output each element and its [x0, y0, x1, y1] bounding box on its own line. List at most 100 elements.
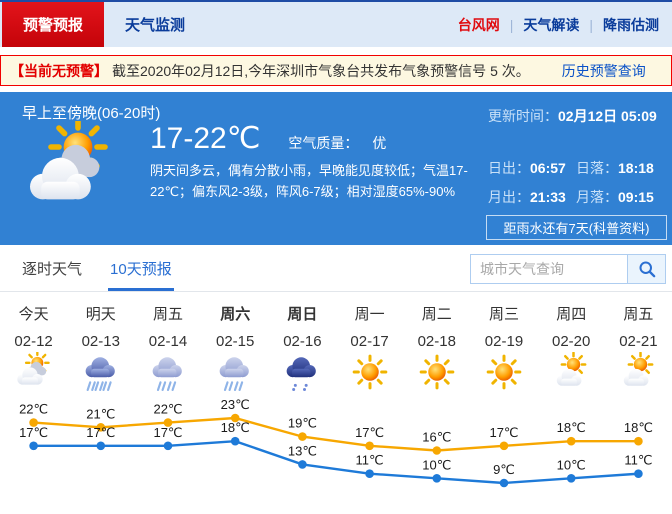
- svg-text:19℃: 19℃: [288, 416, 317, 431]
- svg-text:21℃: 21℃: [86, 406, 115, 421]
- svg-text:22℃: 22℃: [19, 402, 48, 417]
- forecast-day-column: 今天 02-12: [0, 292, 67, 395]
- moonset-time: 09:15: [618, 189, 654, 205]
- svg-text:18℃: 18℃: [557, 420, 586, 435]
- svg-text:11℃: 11℃: [356, 453, 384, 468]
- city-weather-search: [470, 254, 666, 284]
- weather-description: 阴天间多云，偶有分散小雨，早晚能见度较低；气温17-22℃；偏东风2-3级，阵风…: [150, 163, 468, 200]
- tab-weather-monitor[interactable]: 天气监测: [125, 17, 186, 34]
- astro-info: 更新时间：02月12日 05:09 日出：06:57 日落：18:18 月出：2…: [488, 106, 667, 207]
- date-label: 02-15: [216, 333, 255, 350]
- partly-cloudy-icon: [0, 352, 67, 392]
- moonrise-label: 月出：: [488, 189, 530, 205]
- date-label: 02-16: [283, 333, 322, 350]
- svg-text:17℃: 17℃: [86, 425, 115, 440]
- date-label: 02-19: [484, 333, 524, 350]
- sunset-time: 18:18: [618, 160, 654, 176]
- day-label: 周日: [287, 306, 318, 323]
- forecast-period-title: 早上至傍晚(06-20时): [22, 105, 161, 122]
- forecast-day-column: 周五 02-14: [134, 292, 201, 395]
- temperature-chart: 22℃ 21℃ 22℃ 23℃ 19℃ 17℃ 16℃ 17℃ 18℃ 18℃ 17℃ 17℃ 17℃ 1…: [19, 397, 653, 488]
- moonset-label: 月落：: [576, 189, 618, 205]
- svg-text:9℃: 9℃: [493, 462, 515, 477]
- svg-text:16℃: 16℃: [422, 430, 451, 445]
- day-label: 周二: [421, 306, 452, 323]
- sunrise-time: 06:57: [530, 160, 566, 176]
- forecast-grid: 今天 02-12 明天 02-13 周五 02-14 周六 02-15 周日 02-16 周一 02-…: [0, 292, 672, 395]
- svg-text:23℃: 23℃: [221, 397, 250, 412]
- date-label: 02-20: [552, 333, 591, 350]
- link-typhoon-net[interactable]: 台风网: [457, 16, 500, 33]
- light-rain-icon: [269, 352, 336, 392]
- day-label: 周五: [623, 306, 654, 323]
- separator: |: [509, 16, 514, 33]
- sunny-icon: [470, 352, 537, 392]
- link-weather-interpretation[interactable]: 天气解读: [523, 16, 580, 33]
- partly-cloudy-icon: [22, 117, 118, 217]
- date-label: 02-14: [148, 333, 188, 350]
- tab-ten-day-forecast[interactable]: 10天预报: [108, 245, 174, 291]
- svg-text:10℃: 10℃: [557, 457, 586, 472]
- svg-text:22℃: 22℃: [153, 402, 182, 417]
- forecast-day-column: 周三 02-19: [470, 292, 537, 395]
- forecast-day-column: 周六 02-15: [202, 292, 269, 395]
- date-label: 02-17: [350, 333, 389, 350]
- current-summary: 17-22℃ 空气质量： 优 阴天间多云，偶有分散小雨，早晚能见度较低；气温17…: [150, 122, 488, 202]
- date-label: 02-13: [81, 333, 120, 350]
- svg-text:17℃: 17℃: [19, 425, 48, 440]
- forecast-day-column: 明天 02-13: [67, 292, 134, 395]
- forecast-day-column: 周二 02-18: [403, 292, 470, 395]
- tab-hourly-weather[interactable]: 逐时天气: [22, 260, 83, 278]
- top-navigation: 预警预报 天气监测 台风网 | 天气解读 | 降雨估测: [0, 0, 672, 47]
- rain-countdown-link[interactable]: 距雨水还有7天(科普资料): [486, 215, 667, 240]
- rain-icon: [134, 352, 201, 392]
- svg-text:17℃: 17℃: [489, 425, 518, 440]
- alert-bar: 【当前无预警】 截至2020年02月12日,今年深圳市气象台共发布气象预警信号 …: [0, 55, 672, 86]
- forecast-day-column: 周一 02-17: [336, 292, 403, 395]
- tab-warning-forecast[interactable]: 预警预报: [2, 2, 105, 47]
- sunset-label: 日落：: [576, 160, 618, 176]
- search-button[interactable]: [628, 254, 666, 284]
- topbar-links: 台风网 | 天气解读 | 降雨估测: [458, 2, 672, 47]
- update-time-label: 更新时间：: [488, 108, 558, 124]
- update-time-value: 02月12日 05:09: [558, 108, 657, 124]
- forecast-day-column: 周五 02-21: [605, 292, 672, 395]
- day-label: 周五: [152, 306, 183, 323]
- day-label: 周三: [488, 306, 519, 323]
- day-label: 周一: [354, 306, 385, 323]
- sunny-icon: [403, 352, 470, 392]
- forecast-day-column: 周四 02-20: [538, 292, 605, 395]
- rain-icon: [202, 352, 269, 392]
- search-icon: [638, 261, 655, 278]
- current-conditions-panel: 早上至傍晚(06-20时) 17-22℃ 空气质量： 优 阴天间多云，偶有分散小…: [0, 92, 672, 245]
- link-rain-estimation[interactable]: 降雨估测: [603, 16, 659, 33]
- day-label: 周四: [556, 306, 587, 323]
- temperature-range: 17-22℃: [150, 122, 261, 155]
- cloudy-sun-icon: [605, 352, 672, 392]
- forecast-day-column: 周日 02-16: [269, 292, 336, 395]
- history-warning-link[interactable]: 历史预警查询: [561, 62, 646, 79]
- separator: |: [589, 16, 593, 33]
- svg-text:11℃: 11℃: [624, 453, 652, 468]
- date-label: 02-21: [619, 333, 658, 350]
- air-quality-label: 空气质量：: [288, 135, 359, 151]
- day-label: 今天: [18, 306, 49, 323]
- svg-text:18℃: 18℃: [624, 420, 653, 435]
- alert-text: 截至2020年02月12日,今年深圳市气象台共发布气象预警信号 5 次。: [112, 62, 530, 79]
- svg-text:18℃: 18℃: [221, 420, 250, 435]
- day-label: 周六: [220, 306, 251, 323]
- sunny-icon: [336, 352, 403, 392]
- moonrise-time: 21:33: [530, 189, 566, 205]
- svg-text:17℃: 17℃: [355, 425, 384, 440]
- search-input[interactable]: [470, 254, 628, 284]
- no-warning-badge: 【当前无预警】: [10, 62, 108, 79]
- svg-text:17℃: 17℃: [153, 425, 182, 440]
- forecast-tab-row: 逐时天气 10天预报: [0, 245, 672, 292]
- date-label: 02-18: [417, 333, 456, 350]
- heavy-rain-icon: [67, 352, 134, 392]
- svg-text:13℃: 13℃: [288, 443, 317, 458]
- air-quality-value: 优: [372, 135, 387, 151]
- cloudy-sun-icon: [538, 352, 605, 392]
- day-label: 明天: [85, 306, 116, 323]
